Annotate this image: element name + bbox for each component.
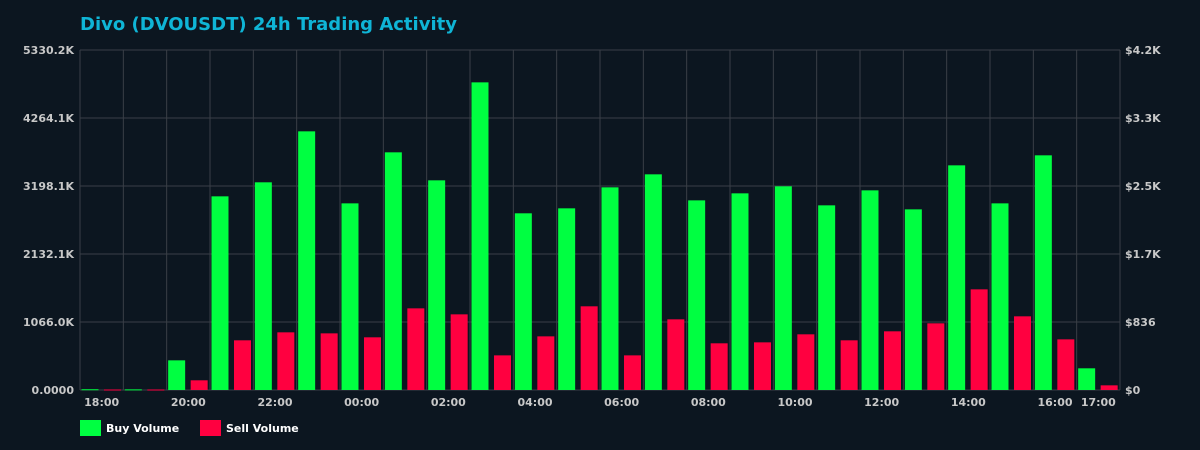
- sell-volume-bar: [1100, 385, 1118, 390]
- x-tick-label: 20:00: [171, 396, 206, 409]
- buy-volume-bar: [514, 213, 532, 390]
- legend-label-sell: Sell Volume: [226, 421, 299, 435]
- buy-volume-bar: [298, 131, 316, 390]
- y-tick-label-left: 4264.1K: [23, 112, 74, 125]
- x-tick-label: 17:00: [1081, 396, 1116, 409]
- sell-volume-bar: [234, 340, 251, 390]
- x-tick-label: 00:00: [344, 396, 379, 409]
- x-tick-label: 10:00: [777, 396, 812, 409]
- sell-volume-bar: [407, 308, 425, 390]
- x-tick-label: 08:00: [691, 396, 726, 409]
- x-tick-label: 12:00: [864, 396, 899, 409]
- sell-volume-bar: [364, 337, 381, 390]
- y-tick-label-right: $4.2K: [1125, 44, 1161, 57]
- y-tick-label-left: 5330.2K: [23, 44, 74, 57]
- buy-volume-bar: [341, 203, 359, 390]
- buy-volume-bar: [211, 196, 229, 390]
- buy-volume-bar: [774, 186, 792, 390]
- sell-volume-bar: [1014, 316, 1031, 390]
- sell-volume-bar: [1057, 339, 1075, 390]
- chart-title: Divo (DVOUSDT) 24h Trading Activity: [80, 14, 457, 35]
- buy-volume-bar: [688, 200, 706, 390]
- sell-volume-bar: [710, 343, 728, 390]
- x-tick-label: 16:00: [1037, 396, 1072, 409]
- buy-volume-bar: [731, 193, 749, 390]
- y-tick-label-left: 0.0000: [32, 384, 75, 397]
- buy-swatch: [80, 420, 101, 436]
- sell-volume-bar: [970, 289, 988, 390]
- buy-volume-bar: [861, 190, 879, 390]
- buy-volume-bar: [1034, 155, 1052, 390]
- sell-volume-bar: [754, 342, 771, 390]
- buy-volume-bar: [818, 205, 836, 390]
- sell-volume-bar: [537, 336, 555, 390]
- buy-volume-bar: [428, 180, 446, 390]
- sell-volume-bar: [190, 380, 208, 390]
- sell-volume-bar: [927, 323, 945, 390]
- buy-volume-bar: [601, 187, 619, 390]
- y-tick-label-right: $3.3K: [1125, 112, 1161, 125]
- buy-volume-bar: [644, 174, 662, 390]
- y-tick-label-right: $1.7K: [1125, 248, 1161, 261]
- buy-volume-bar: [254, 182, 272, 390]
- sell-volume-bar: [884, 331, 901, 390]
- buy-volume-bar: [384, 152, 402, 390]
- sell-volume-bar: [624, 355, 641, 390]
- sell-volume-bar: [667, 319, 685, 390]
- buy-volume-bar: [904, 209, 922, 390]
- y-tick-label-right: $0: [1125, 384, 1141, 397]
- buy-volume-bar: [124, 389, 142, 391]
- sell-volume-bar: [450, 314, 468, 390]
- legend-item-sell: Sell Volume: [200, 420, 299, 436]
- legend-label-buy: Buy Volume: [106, 421, 180, 435]
- buy-volume-bar: [81, 389, 99, 391]
- x-tick-label: 18:00: [84, 396, 119, 409]
- buy-volume-bar: [991, 203, 1009, 390]
- sell-volume-bar: [494, 355, 511, 390]
- legend-item-buy: Buy Volume: [80, 420, 179, 436]
- x-tick-label: 06:00: [604, 396, 639, 409]
- buy-volume-bar: [948, 165, 966, 390]
- buy-volume-bar: [168, 360, 186, 390]
- y-tick-label-left: 1066.0K: [23, 316, 74, 329]
- x-tick-label: 02:00: [431, 396, 466, 409]
- sell-volume-bar: [840, 340, 858, 390]
- sell-volume-bar: [320, 333, 338, 390]
- x-tick-label: 14:00: [951, 396, 986, 409]
- y-tick-label-right: $836: [1125, 316, 1156, 329]
- buy-volume-bar: [558, 208, 576, 390]
- y-tick-label-left: 3198.1K: [23, 180, 74, 193]
- sell-volume-bar: [147, 389, 165, 391]
- x-tick-label: 04:00: [517, 396, 552, 409]
- sell-volume-bar: [797, 334, 815, 390]
- x-tick-label: 22:00: [257, 396, 292, 409]
- sell-swatch: [200, 420, 221, 436]
- y-tick-label-left: 2132.1K: [23, 248, 74, 261]
- sell-volume-bar: [104, 389, 121, 391]
- sell-volume-bar: [277, 332, 295, 390]
- sell-volume-bar: [580, 306, 598, 390]
- buy-volume-bar: [1078, 368, 1096, 390]
- y-tick-label-right: $2.5K: [1125, 180, 1161, 193]
- buy-volume-bar: [471, 82, 489, 391]
